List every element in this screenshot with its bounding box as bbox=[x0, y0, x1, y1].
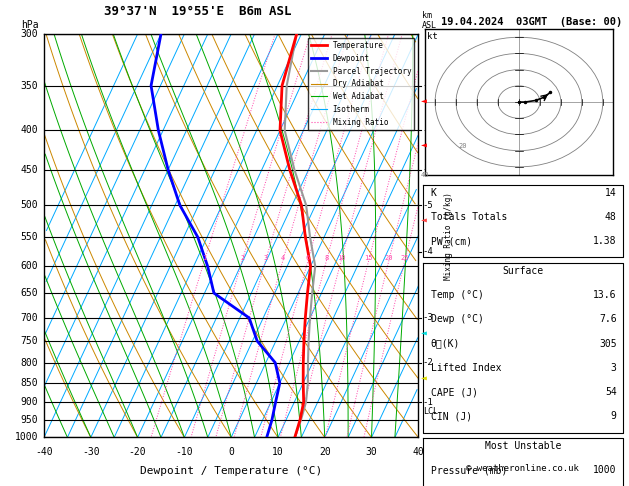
Text: -5: -5 bbox=[423, 201, 433, 209]
Text: 3: 3 bbox=[611, 363, 616, 373]
Text: -3: -3 bbox=[423, 313, 433, 322]
Text: 10: 10 bbox=[272, 448, 284, 457]
Text: ◄: ◄ bbox=[421, 372, 427, 382]
Text: ◄: ◄ bbox=[421, 215, 427, 225]
Text: 1: 1 bbox=[203, 255, 206, 260]
Text: ◄: ◄ bbox=[421, 328, 427, 337]
Text: 10: 10 bbox=[337, 255, 345, 260]
Text: -2: -2 bbox=[423, 358, 433, 367]
Text: -8: -8 bbox=[423, 81, 433, 90]
Text: Temp (°C): Temp (°C) bbox=[431, 290, 484, 300]
Text: 7.6: 7.6 bbox=[599, 314, 616, 325]
Text: 6: 6 bbox=[306, 255, 310, 260]
Text: θᴄ(K): θᴄ(K) bbox=[431, 339, 460, 348]
Text: 300: 300 bbox=[21, 29, 38, 39]
Text: CIN (J): CIN (J) bbox=[431, 411, 472, 421]
Text: 900: 900 bbox=[21, 397, 38, 407]
Text: hPa: hPa bbox=[21, 20, 39, 30]
Text: 9: 9 bbox=[611, 411, 616, 421]
Text: 40: 40 bbox=[420, 172, 429, 178]
Text: © weatheronline.co.uk: © weatheronline.co.uk bbox=[466, 464, 579, 473]
Text: 39°37'N  19°55'E  B6m ASL: 39°37'N 19°55'E B6m ASL bbox=[104, 5, 291, 18]
Text: 14: 14 bbox=[605, 188, 616, 198]
Text: 750: 750 bbox=[21, 336, 38, 346]
Text: K: K bbox=[431, 188, 437, 198]
Text: 40: 40 bbox=[413, 448, 424, 457]
Text: 305: 305 bbox=[599, 339, 616, 348]
Text: 400: 400 bbox=[21, 125, 38, 136]
Text: ◄: ◄ bbox=[421, 140, 427, 150]
Text: LCL: LCL bbox=[423, 407, 438, 416]
Text: 850: 850 bbox=[21, 378, 38, 388]
Text: km
ASL: km ASL bbox=[422, 11, 437, 30]
Text: -4: -4 bbox=[423, 247, 433, 257]
Legend: Temperature, Dewpoint, Parcel Trajectory, Dry Adiabat, Wet Adiabat, Isotherm, Mi: Temperature, Dewpoint, Parcel Trajectory… bbox=[308, 38, 415, 130]
Text: CAPE (J): CAPE (J) bbox=[431, 387, 477, 397]
Text: PW (cm): PW (cm) bbox=[431, 236, 472, 246]
Text: 650: 650 bbox=[21, 288, 38, 298]
Text: 450: 450 bbox=[21, 165, 38, 175]
Text: 500: 500 bbox=[21, 200, 38, 210]
Text: kt: kt bbox=[426, 33, 437, 41]
Text: 350: 350 bbox=[21, 81, 38, 91]
Text: Totals Totals: Totals Totals bbox=[431, 212, 507, 222]
Text: -7: -7 bbox=[423, 126, 433, 135]
Text: 2: 2 bbox=[240, 255, 245, 260]
Text: 15: 15 bbox=[364, 255, 373, 260]
Text: -30: -30 bbox=[82, 448, 99, 457]
Text: 1.38: 1.38 bbox=[593, 236, 616, 246]
Text: 800: 800 bbox=[21, 358, 38, 367]
Text: 3: 3 bbox=[264, 255, 268, 260]
Text: Dewp (°C): Dewp (°C) bbox=[431, 314, 484, 325]
Text: 1000: 1000 bbox=[593, 466, 616, 475]
Text: 19.04.2024  03GMT  (Base: 00): 19.04.2024 03GMT (Base: 00) bbox=[441, 17, 622, 27]
Text: Surface: Surface bbox=[502, 266, 543, 276]
Text: 20: 20 bbox=[458, 143, 467, 149]
Text: 20: 20 bbox=[384, 255, 393, 260]
Text: Most Unstable: Most Unstable bbox=[484, 441, 561, 451]
Text: -20: -20 bbox=[129, 448, 147, 457]
Text: ◄: ◄ bbox=[421, 95, 427, 105]
Text: Dewpoint / Temperature (°C): Dewpoint / Temperature (°C) bbox=[140, 466, 322, 476]
Text: Lifted Index: Lifted Index bbox=[431, 363, 501, 373]
Text: 0: 0 bbox=[228, 448, 234, 457]
Text: 700: 700 bbox=[21, 313, 38, 323]
Text: 8: 8 bbox=[325, 255, 328, 260]
Text: 30: 30 bbox=[365, 448, 377, 457]
Text: 13.6: 13.6 bbox=[593, 290, 616, 300]
Text: 25: 25 bbox=[401, 255, 409, 260]
Text: 1000: 1000 bbox=[15, 433, 38, 442]
Text: 4: 4 bbox=[281, 255, 285, 260]
Text: Mixing Ratio (g/kg): Mixing Ratio (g/kg) bbox=[445, 192, 454, 279]
Text: Pressure (mb): Pressure (mb) bbox=[431, 466, 507, 475]
Text: 550: 550 bbox=[21, 232, 38, 242]
Text: -40: -40 bbox=[35, 448, 53, 457]
Text: -6: -6 bbox=[423, 165, 433, 174]
Text: 600: 600 bbox=[21, 261, 38, 271]
Text: 54: 54 bbox=[605, 387, 616, 397]
Text: -1: -1 bbox=[423, 398, 433, 407]
Text: 950: 950 bbox=[21, 415, 38, 425]
Text: -10: -10 bbox=[175, 448, 193, 457]
Text: 48: 48 bbox=[605, 212, 616, 222]
Text: 20: 20 bbox=[319, 448, 331, 457]
